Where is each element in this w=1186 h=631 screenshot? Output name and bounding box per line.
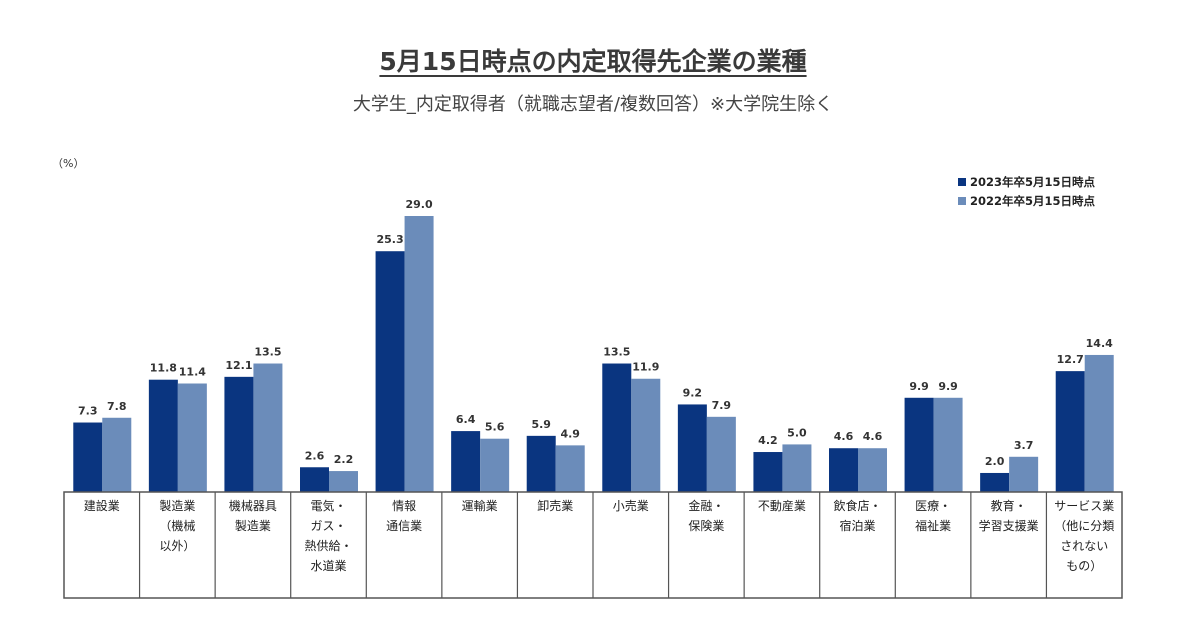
- bar-2022-13: [1084, 354, 1114, 492]
- category-label-13-0: サービス業: [1054, 499, 1114, 513]
- value-label-2023-9: 4.2: [758, 434, 778, 447]
- bar-2022-10: [858, 448, 887, 492]
- chart-subtitle: 大学生_内定取得者（就職志望者/複数回答）※大学院生除く: [352, 94, 834, 115]
- legend-label-0: 2023年卒5月15日時点: [970, 175, 1096, 189]
- bar-2022-12: [1009, 456, 1039, 492]
- category-label-5-0: 運輸業: [462, 498, 498, 513]
- category-label-13-3: もの）: [1066, 559, 1102, 573]
- value-label-2023-2: 12.1: [225, 359, 252, 372]
- value-label-2023-10: 4.6: [834, 430, 854, 443]
- value-label-2022-7: 11.9: [632, 361, 659, 374]
- bar-2023-13: [1055, 371, 1085, 492]
- category-label-12-1: 学習支援業: [979, 518, 1039, 533]
- value-label-2022-11: 9.9: [938, 380, 958, 393]
- category-label-10-0: 飲食店・: [833, 498, 881, 513]
- value-label-2022-10: 4.6: [863, 430, 883, 443]
- bar-2022-1: [177, 383, 207, 492]
- value-label-2022-4: 29.0: [406, 198, 433, 211]
- bar-2022-8: [706, 416, 736, 492]
- value-label-2023-1: 11.8: [150, 362, 177, 375]
- category-label-4-1: 通信業: [386, 519, 422, 533]
- bar-2022-4: [404, 216, 434, 492]
- category-label-6-0: 卸売業: [537, 498, 573, 513]
- bar-2023-3: [300, 467, 329, 492]
- bar-2022-0: [102, 417, 132, 492]
- value-label-2023-7: 13.5: [603, 346, 630, 359]
- category-label-4-0: 情報: [392, 499, 416, 513]
- bar-2023-6: [526, 435, 556, 492]
- chart-title: 5月15日時点の内定取得先企業の業種: [0, 42, 1186, 78]
- legend-swatch-0: [958, 178, 966, 186]
- bar-2023-11: [904, 397, 934, 492]
- bar-2022-5: [480, 438, 510, 492]
- value-label-2023-5: 6.4: [456, 413, 476, 426]
- value-label-2022-0: 7.8: [107, 400, 127, 413]
- value-label-2022-9: 5.0: [787, 426, 807, 439]
- category-label-8-0: 金融・: [688, 498, 724, 513]
- bar-2023-8: [677, 404, 707, 492]
- category-label-13-1: （他に分類: [1054, 519, 1114, 533]
- category-label-8-1: 保険業: [688, 519, 724, 533]
- legend-swatch-1: [958, 197, 966, 205]
- value-label-2022-1: 11.4: [179, 366, 206, 379]
- value-label-2022-3: 2.2: [334, 453, 354, 466]
- category-label-11-0: 医療・: [915, 499, 951, 513]
- value-label-2023-3: 2.6: [305, 449, 325, 462]
- bar-2023-10: [829, 448, 858, 492]
- bar-2023-12: [980, 472, 1010, 492]
- category-label-3-1: ガス・: [310, 519, 346, 533]
- category-label-1-0: 製造業: [159, 499, 195, 513]
- bar-2022-11: [933, 397, 963, 492]
- chart-title-text: 5月15日時点の内定取得先企業の業種: [379, 47, 807, 76]
- category-label-1-1: （機械: [159, 518, 195, 533]
- value-label-2023-11: 9.9: [909, 380, 929, 393]
- category-label-10-1: 宿泊業: [839, 518, 875, 533]
- bar-2023-5: [451, 431, 481, 492]
- bar-2023-1: [148, 379, 178, 492]
- value-label-2022-12: 3.7: [1014, 439, 1034, 452]
- value-label-2022-5: 5.6: [485, 421, 505, 434]
- bar-2023-0: [73, 422, 103, 492]
- category-label-2-1: 製造業: [235, 519, 271, 533]
- value-label-2023-0: 7.3: [78, 405, 98, 418]
- bar-2022-9: [782, 444, 812, 492]
- category-label-11-1: 福祉業: [915, 518, 951, 533]
- category-label-3-2: 熱供給・: [304, 539, 352, 553]
- bar-2023-4: [375, 251, 405, 492]
- category-label-0-0: 建設業: [84, 498, 120, 513]
- value-label-2022-8: 7.9: [712, 399, 732, 412]
- bar-2022-2: [253, 363, 283, 492]
- value-label-2023-8: 9.2: [683, 386, 703, 399]
- category-label-2-0: 機械器具: [229, 498, 277, 513]
- category-label-7-0: 小売業: [613, 498, 649, 513]
- legend: 2023年卒5月15日時点 2022年卒5月15日時点: [958, 175, 1096, 208]
- value-label-2023-12: 2.0: [985, 455, 1005, 468]
- y-axis-unit-label: （%）: [52, 157, 84, 170]
- category-label-13-2: されない: [1060, 539, 1108, 553]
- value-label-2022-6: 4.9: [560, 427, 580, 440]
- category-label-3-0: 電気・: [310, 498, 346, 513]
- category-label-9-0: 不動産業: [758, 498, 806, 513]
- legend-label-1: 2022年卒5月15日時点: [970, 194, 1096, 208]
- bar-2022-7: [631, 378, 661, 492]
- bars: [73, 216, 1114, 492]
- bar-2023-9: [753, 452, 783, 492]
- value-label-2022-13: 14.4: [1086, 337, 1113, 350]
- category-label-1-2: 以外）: [159, 539, 195, 553]
- category-table: 建設業 製造業（機械以外）機械器具製造業電気・ガス・熱供給・水道業情報通信業運輸業…: [63, 491, 1123, 599]
- bar-2023-7: [602, 363, 632, 492]
- value-label-2022-2: 13.5: [254, 346, 281, 359]
- value-label-2023-6: 5.9: [531, 418, 551, 431]
- bar-2022-3: [329, 471, 358, 492]
- value-labels: 7.3 11.8 12.1 2.6 25.3 6.4 5.9 13.5 9.2 4.2 4.6 9.9…: [78, 198, 1113, 468]
- bar-2023-2: [224, 376, 254, 492]
- category-label-3-3: 水道業: [310, 559, 346, 573]
- value-label-2023-4: 25.3: [377, 233, 404, 246]
- value-label-2023-13: 12.7: [1057, 353, 1084, 366]
- category-label-12-0: 教育・: [991, 498, 1027, 513]
- bar-2022-6: [555, 445, 585, 492]
